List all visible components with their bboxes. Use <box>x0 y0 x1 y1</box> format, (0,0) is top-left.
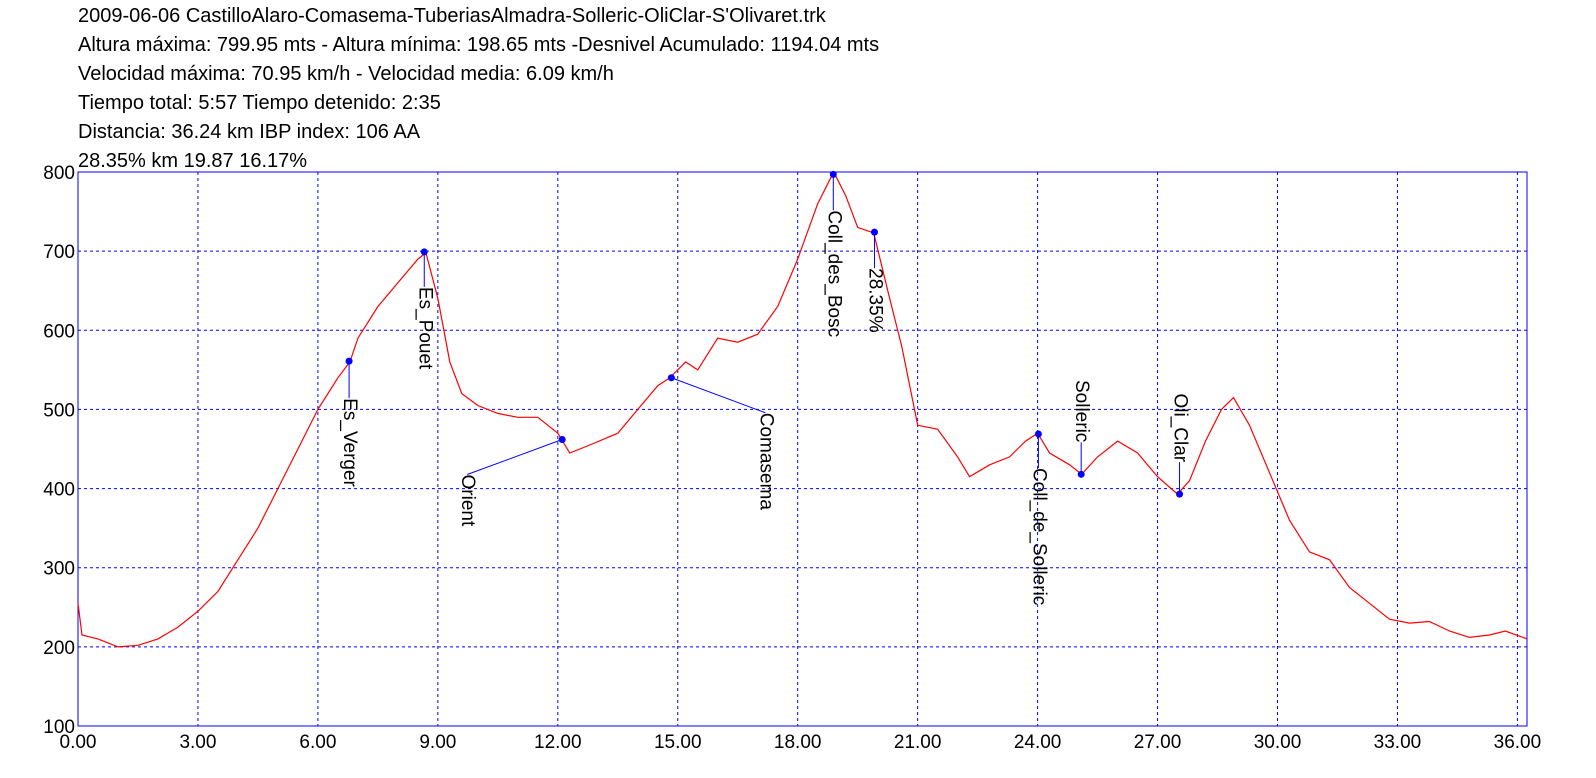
y-tick-label: 800 <box>43 163 75 184</box>
waypoint <box>870 228 878 236</box>
x-tick-label: 18.00 <box>774 732 822 753</box>
waypoint <box>345 357 353 365</box>
waypoint-label: Comasema <box>755 413 776 511</box>
x-tick-label: 0.00 <box>60 732 97 753</box>
waypoint-label: Oli_Clar <box>1170 393 1191 462</box>
x-tick-label: 36.00 <box>1494 732 1542 753</box>
plot-frame <box>77 171 1528 727</box>
y-tick-label: 100 <box>43 717 75 738</box>
y-tick-label: 700 <box>43 242 75 263</box>
waypoint <box>558 436 566 444</box>
waypoint-label: Solleric <box>1071 380 1092 442</box>
x-tick-label: 15.00 <box>654 732 702 753</box>
waypoint <box>1176 490 1184 498</box>
elevation-line <box>77 170 1528 648</box>
y-tick-label: 500 <box>43 400 75 421</box>
x-tick-label: 33.00 <box>1374 732 1422 753</box>
header-line: Altura máxima: 799.95 mts - Altura mínim… <box>78 34 879 56</box>
waypoint <box>420 248 428 256</box>
waypoint <box>829 170 837 178</box>
waypoint-label: Es_Verger <box>339 398 360 487</box>
y-tick-label: 600 <box>43 321 75 342</box>
waypoint-label: Coll_des_Bosc <box>823 210 844 337</box>
y-tick-label: 300 <box>43 559 75 580</box>
x-tick-label: 24.00 <box>1014 732 1062 753</box>
x-tick-label: 21.00 <box>894 732 942 753</box>
chart-title: 2009-06-06 CastilloAlaro-Comasema-Tuberi… <box>78 5 827 27</box>
header-line: 28.35% km 19.87 16.17% <box>78 150 307 172</box>
waypoint-label: Orient <box>457 475 478 527</box>
leader-line <box>467 439 563 475</box>
y-tick-label: 200 <box>43 638 75 659</box>
waypoint <box>667 374 675 382</box>
x-tick-label: 6.00 <box>299 732 336 753</box>
waypoint-label: Es_Pouet <box>414 287 435 370</box>
x-tick-label: 9.00 <box>419 732 456 753</box>
x-tick-label: 30.00 <box>1254 732 1302 753</box>
waypoint <box>1034 430 1042 438</box>
waypoint-label: Coll_de_Solleric <box>1028 468 1049 605</box>
x-tick-label: 3.00 <box>179 732 216 753</box>
header-line: Velocidad máxima: 70.95 km/h - Velocidad… <box>78 63 614 85</box>
x-tick-label: 12.00 <box>534 732 582 753</box>
waypoint <box>1077 470 1085 478</box>
header-line: Tiempo total: 5:57 Tiempo detenido: 2:35 <box>78 92 441 114</box>
leader-line <box>671 377 766 414</box>
header-line: Distancia: 36.24 km IBP index: 106 AA <box>78 121 421 143</box>
waypoint-label: 28.35% <box>864 268 885 333</box>
y-tick-label: 400 <box>43 480 75 501</box>
x-tick-label: 27.00 <box>1134 732 1182 753</box>
